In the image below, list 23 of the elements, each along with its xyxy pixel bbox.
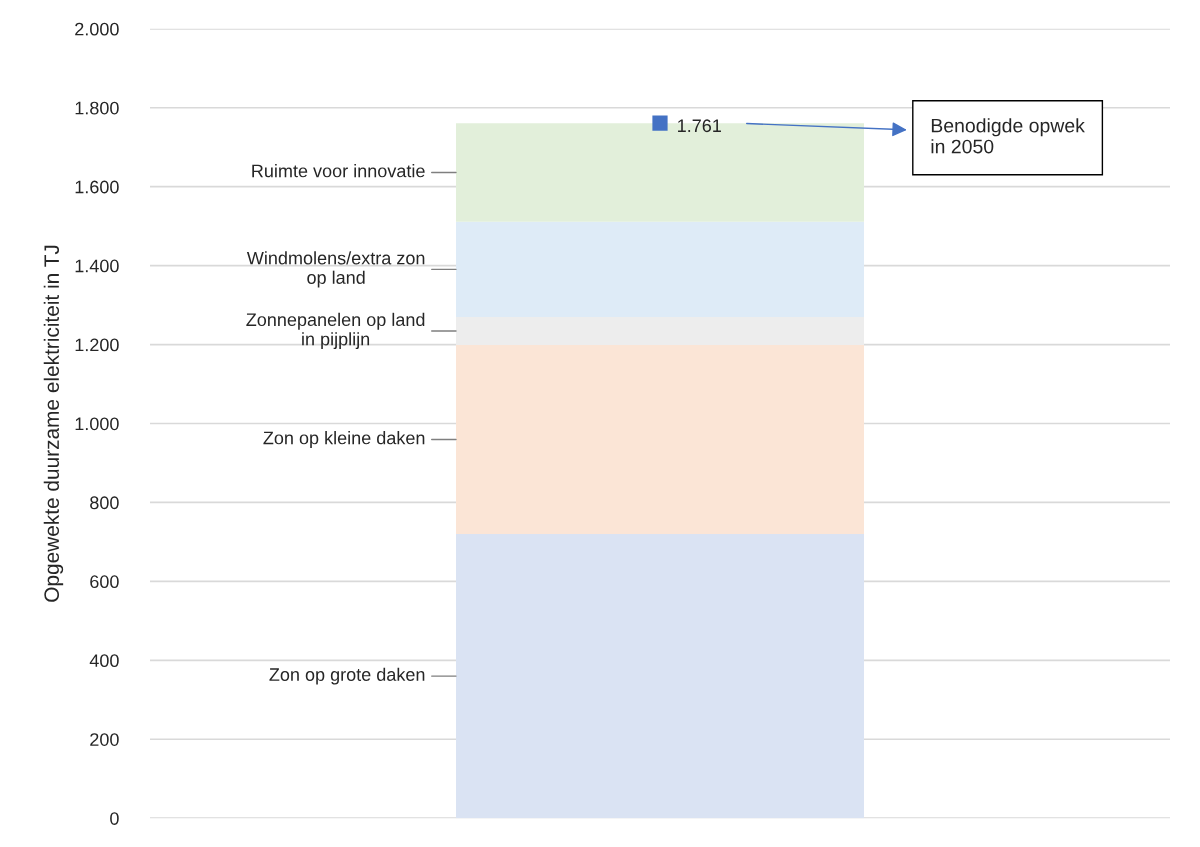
series-label: Zonnepanelen op land in pijplijn xyxy=(246,312,425,350)
annotation: Benodigde opwek in 2050 xyxy=(931,118,1085,154)
series-label: Ruimte voor innovatie xyxy=(252,164,425,178)
y-tick-label: 200 xyxy=(90,733,119,746)
y-tick-label: 1.000 xyxy=(75,417,119,431)
bar xyxy=(456,344,864,535)
y-tick-label: 1.400 xyxy=(75,259,119,273)
data-label: 1.761 xyxy=(678,119,721,133)
series-label: Zon op grote daken xyxy=(269,667,425,685)
y-tick-label: 2.000 xyxy=(75,22,119,36)
y-tick-label: 1.200 xyxy=(75,338,119,352)
bar xyxy=(456,534,864,819)
y-tick-label: 1.800 xyxy=(75,101,119,115)
y-tick-label: 600 xyxy=(90,575,119,589)
bar xyxy=(456,316,864,345)
series-label: Zon op kleine daken xyxy=(263,431,425,448)
y-axis-title: Opgewekte duurzame elektriciteit in TJ xyxy=(43,245,64,602)
y-tick-label: 0 xyxy=(110,812,119,825)
y-tick-label: 400 xyxy=(89,654,119,668)
series-label: Windmolens/extra zon op land xyxy=(246,251,425,288)
y-tick-label: 1.600 xyxy=(75,180,119,194)
y-tick-label: 800 xyxy=(90,496,119,510)
bar xyxy=(456,221,864,317)
